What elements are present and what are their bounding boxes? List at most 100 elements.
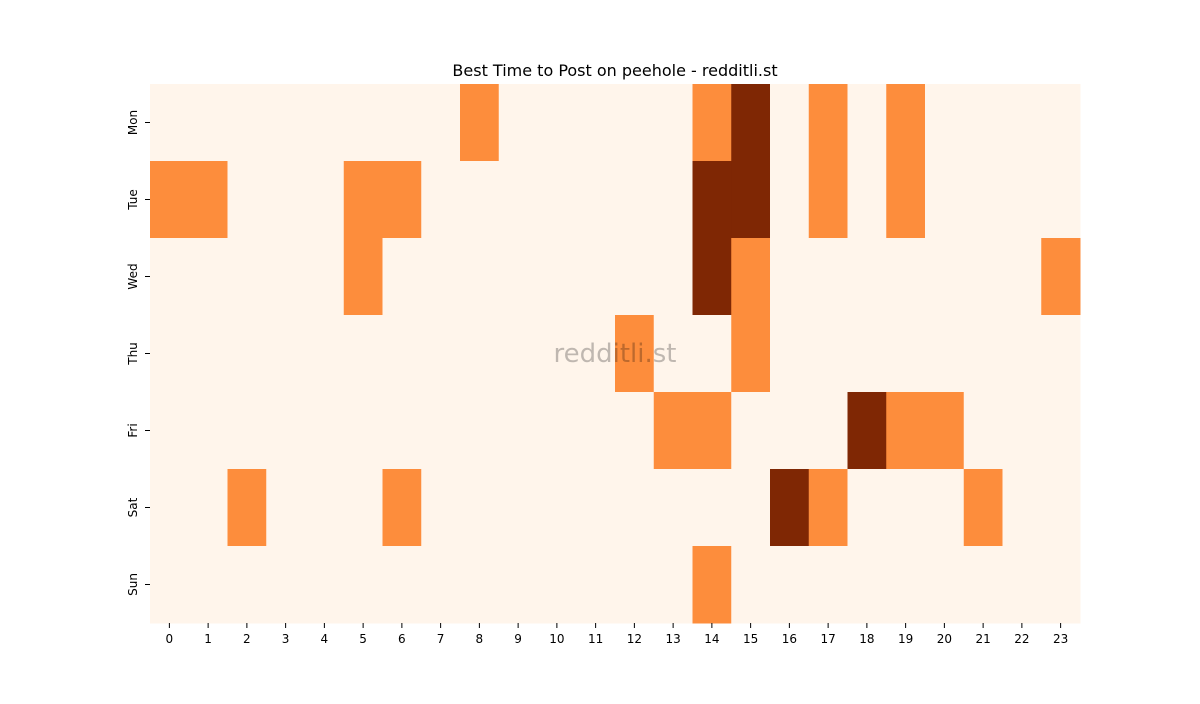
heat-cell <box>150 161 190 239</box>
heat-cell <box>382 84 422 162</box>
x-tick-label: 3 <box>282 632 290 646</box>
heat-cell <box>808 238 848 316</box>
heat-cell <box>150 238 190 316</box>
heat-cell <box>421 238 461 316</box>
heat-cell <box>653 469 693 547</box>
heat-cell <box>963 84 1003 162</box>
heat-cell <box>188 469 228 547</box>
x-tick-label: 15 <box>743 632 758 646</box>
heat-cell <box>1002 315 1042 393</box>
x-tick-label: 1 <box>204 632 212 646</box>
x-tick-label: 22 <box>1014 632 1029 646</box>
y-tick-label: Fri <box>126 423 140 437</box>
heat-cell <box>343 546 383 624</box>
heat-cell <box>653 84 693 162</box>
heat-cell <box>576 546 616 624</box>
heat-cell <box>343 469 383 547</box>
x-tick-label: 21 <box>975 632 990 646</box>
heat-cell <box>925 469 965 547</box>
heat-cell <box>305 84 345 162</box>
heat-cell <box>421 315 461 393</box>
heat-cell <box>305 546 345 624</box>
y-tick-label: Sat <box>126 497 140 517</box>
heat-cell <box>963 315 1003 393</box>
heat-cell <box>266 469 306 547</box>
heat-cell <box>847 84 887 162</box>
heat-cell <box>1041 161 1081 239</box>
heat-cell <box>692 315 732 393</box>
heat-cell <box>886 238 926 316</box>
heat-cell <box>847 392 887 470</box>
heat-cell <box>808 84 848 162</box>
heat-cell <box>460 546 500 624</box>
heat-cell <box>886 161 926 239</box>
heat-cell <box>266 238 306 316</box>
heat-cell <box>653 161 693 239</box>
heat-cell <box>498 161 538 239</box>
heat-cell <box>460 469 500 547</box>
heat-cell <box>460 161 500 239</box>
heat-cell <box>1002 238 1042 316</box>
heat-cell <box>537 546 577 624</box>
heat-cell <box>653 392 693 470</box>
heat-cell <box>576 315 616 393</box>
heat-cell <box>498 392 538 470</box>
heat-cell <box>343 315 383 393</box>
heat-cell <box>227 84 267 162</box>
heat-cell <box>227 238 267 316</box>
x-tick-label: 12 <box>627 632 642 646</box>
heat-cell <box>498 84 538 162</box>
heat-cell <box>266 392 306 470</box>
heat-cell <box>537 392 577 470</box>
heat-cell <box>1002 392 1042 470</box>
heat-cell <box>1041 238 1081 316</box>
heat-cell <box>808 161 848 239</box>
heat-cell <box>925 315 965 393</box>
heat-cell <box>1041 392 1081 470</box>
heat-cell <box>731 315 771 393</box>
heat-cell <box>305 392 345 470</box>
heat-cell <box>188 238 228 316</box>
heat-cell <box>1002 469 1042 547</box>
heat-cell <box>886 469 926 547</box>
heat-cell <box>847 161 887 239</box>
heat-cell <box>1041 84 1081 162</box>
heat-cell <box>305 238 345 316</box>
heat-cell <box>150 392 190 470</box>
heat-cell <box>150 469 190 547</box>
heat-cell <box>615 546 655 624</box>
heat-cell <box>692 84 732 162</box>
heat-cell <box>925 161 965 239</box>
heat-cell <box>886 84 926 162</box>
heat-cell <box>886 546 926 624</box>
heat-cell <box>188 161 228 239</box>
heat-cell <box>847 546 887 624</box>
x-tick-label: 17 <box>820 632 835 646</box>
x-tick-label: 2 <box>243 632 251 646</box>
heat-cell <box>615 469 655 547</box>
heat-cell <box>770 546 810 624</box>
heat-cell <box>653 546 693 624</box>
heat-cell <box>615 392 655 470</box>
heat-cell <box>421 546 461 624</box>
x-tick-label: 16 <box>782 632 797 646</box>
heat-cell <box>886 315 926 393</box>
heat-cell <box>421 469 461 547</box>
x-tick-label: 14 <box>704 632 719 646</box>
heat-cell <box>963 469 1003 547</box>
heat-cell <box>150 84 190 162</box>
heat-cell <box>537 469 577 547</box>
x-tick-label: 20 <box>937 632 952 646</box>
heat-cell <box>421 84 461 162</box>
x-tick-label: 10 <box>549 632 564 646</box>
heat-cell <box>460 315 500 393</box>
heat-cell <box>343 161 383 239</box>
heat-cell <box>266 84 306 162</box>
y-tick-label: Mon <box>126 110 140 135</box>
heat-cell <box>188 84 228 162</box>
heat-cell <box>227 161 267 239</box>
heat-cell <box>692 469 732 547</box>
heat-cell <box>615 315 655 393</box>
heat-cell <box>150 546 190 624</box>
x-tick-label: 23 <box>1053 632 1068 646</box>
